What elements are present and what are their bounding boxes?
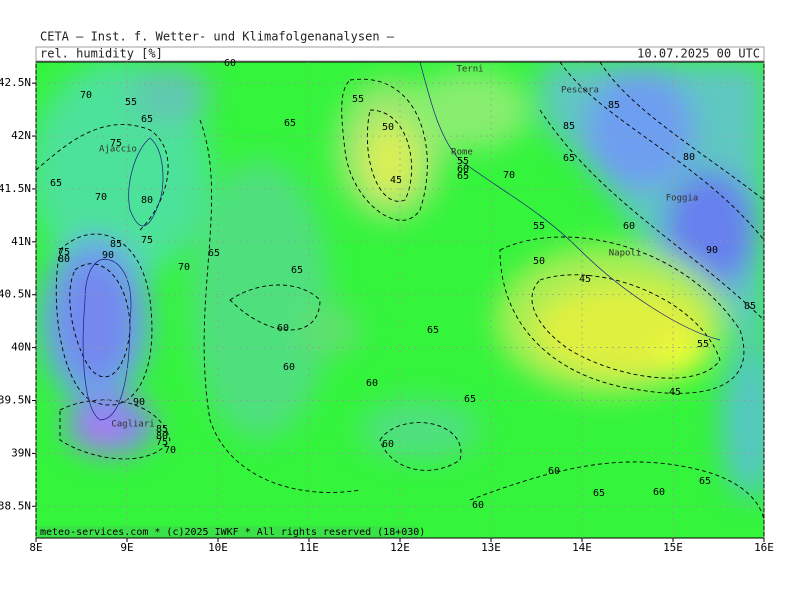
y-tick-label: 39.5N [0,393,31,406]
contour-label: 70 [95,192,107,203]
contour-label: 80 [156,431,168,442]
y-tick-label: 40N [11,341,31,354]
contour-label: 90 [133,397,145,408]
contour-label: 60 [457,164,469,175]
y-tick-label: 42N [11,129,31,142]
title-box [35,46,765,62]
contour-label: 65 [699,476,711,487]
valid-time: 10.07.2025 00 UTC [637,47,760,61]
contour-label: 65 [427,325,439,336]
x-tick-label: 15E [663,541,683,554]
city-label: Foggia [666,194,699,204]
contour-label: 65 [141,114,153,125]
contour-label: 45 [390,175,402,186]
field [36,62,764,538]
contour-label: 65 [593,488,605,499]
contour-label: 60 [623,221,635,232]
y-tick-label: 40.5N [0,288,31,301]
contour-label: 75 [141,235,153,246]
contour-label: 85 [156,424,168,435]
x-tick-label: 11E [299,541,319,554]
city-label: Pescara [561,86,599,96]
contour-label: 70 [164,445,176,456]
contour-label: 60 [548,466,560,477]
contour-label: 85 [608,100,620,111]
contour-label: 75 [58,247,70,258]
footer-box [38,526,418,537]
contour-label: 45 [579,274,591,285]
y-tick-label: 41N [11,235,31,248]
city-label: Napoli [609,249,642,259]
contour-label: 80 [683,152,695,163]
contour-label: 60 [277,323,289,334]
contour-label: 65 [563,153,575,164]
x-tick-label: 9E [120,541,133,554]
contour-label: 70 [178,262,190,273]
x-tick-label: 10E [208,541,228,554]
contour-label: 55 [533,221,545,232]
contour-label: 65 [291,265,303,276]
contour-label: 90 [102,250,114,261]
contour-label: 75 [156,437,168,448]
contour-label: 55 [125,97,137,108]
x-tick-label: 8E [29,541,42,554]
contour-label: 55 [457,156,469,167]
header-title: CETA — Inst. f. Wetter- und Klimafolgena… [40,30,395,44]
y-tick-label: 39N [11,446,31,459]
contour-label: 55 [352,94,364,105]
contour-label: 65 [50,178,62,189]
contour-label: 85 [563,121,575,132]
city-label: Rome [451,148,473,158]
contour-label: 70 [80,90,92,101]
contour-label: 50 [382,122,394,133]
contour-label: 85 [110,239,122,250]
contour-label: 50 [533,256,545,267]
footer: meteo-services.com * (c)2025 IWKF * All … [40,527,425,538]
contour-label: 85 [744,301,756,312]
x-tick-label: 13E [481,541,501,554]
contour-label: 60 [224,58,236,69]
y-tick-label: 41.5N [0,182,31,195]
contour-label: 65 [208,248,220,259]
x-tick-label: 16E [754,541,774,554]
contour-label: 55 [697,339,709,350]
city-label: Terni [456,65,483,75]
contour-label: 80 [58,254,70,265]
city-label: Ajaccio [99,145,137,155]
contour-label: 60 [472,500,484,511]
contour-label: 65 [284,118,296,129]
contour-label: 60 [283,362,295,373]
contour-label: 75 [110,138,122,149]
contour-label: 65 [464,394,476,405]
y-tick-label: 38.5N [0,499,31,512]
contour-label: 45 [669,387,681,398]
contour-label: 60 [382,439,394,450]
contour-label: 60 [366,378,378,389]
contour-label: 70 [503,170,515,181]
contour-label: 60 [653,487,665,498]
contour-label: 90 [706,245,718,256]
x-tick-label: 14E [572,541,592,554]
y-tick-label: 42.5N [0,76,31,89]
contour-label: 65 [457,171,469,182]
contour-label: 80 [141,195,153,206]
parameter: rel. humidity [%] [40,47,163,61]
x-tick-label: 12E [390,541,410,554]
city-label: Cagliari [111,420,154,430]
